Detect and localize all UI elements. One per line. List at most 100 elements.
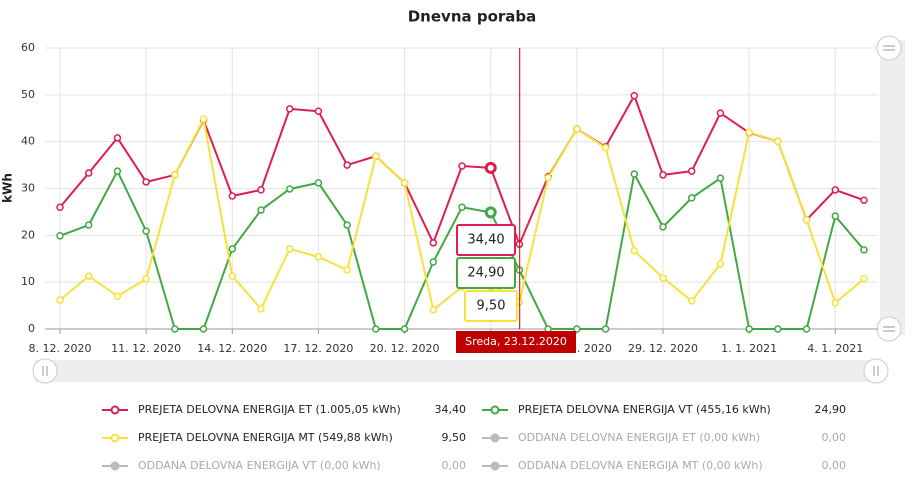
data-point xyxy=(285,105,294,113)
data-point xyxy=(257,206,265,214)
data-point xyxy=(199,325,208,333)
data-point xyxy=(142,227,150,235)
data-point xyxy=(860,196,868,204)
v-scrollbar[interactable] xyxy=(880,40,905,335)
data-point xyxy=(257,305,265,313)
legend-marker xyxy=(490,405,500,415)
data-point xyxy=(228,272,237,280)
x-tick-label: 1. 1. 2021 xyxy=(721,342,777,355)
y-tick-label: 20 xyxy=(21,228,35,241)
scroll-handle[interactable] xyxy=(876,316,902,342)
chart-title: Dnevna poraba xyxy=(408,8,537,26)
scroll-handle[interactable] xyxy=(876,35,902,61)
data-point xyxy=(630,247,639,255)
legend-marker xyxy=(110,433,120,443)
data-point xyxy=(687,297,696,305)
y-tick-label: 0 xyxy=(28,322,35,335)
legend-value: 0,00 xyxy=(442,459,467,472)
data-point xyxy=(687,194,696,202)
data-point xyxy=(458,203,466,211)
legend-marker xyxy=(110,405,120,415)
y-tick-label: 40 xyxy=(21,135,35,148)
legend-marker xyxy=(490,461,500,471)
x-tick-label: 14. 12. 2020 xyxy=(197,342,267,355)
tooltip-box xyxy=(456,224,516,256)
data-point xyxy=(601,325,610,333)
data-point xyxy=(285,245,294,253)
data-point xyxy=(716,260,725,268)
legend-label: ODDANA DELOVNA ENERGIJA VT (0,00 kWh) xyxy=(138,459,381,472)
legend-label: PREJETA DELOVNA ENERGIJA VT (455,16 kWh) xyxy=(518,403,771,416)
x-tick-label: 20. 12. 2020 xyxy=(370,342,440,355)
legend-item[interactable]: PREJETA DELOVNA ENERGIJA MT (549,88 kWh)… xyxy=(102,431,466,444)
scroll-handle[interactable] xyxy=(32,358,58,384)
data-point xyxy=(630,170,639,178)
data-point xyxy=(171,325,179,333)
x-tick-label: 4. 1. 2021 xyxy=(807,342,863,355)
tooltip-value: 9,50 xyxy=(477,299,506,314)
data-point xyxy=(716,174,725,182)
legend-label: ODDANA DELOVNA ENERGIJA ET (0,00 kWh) xyxy=(518,431,760,444)
data-point xyxy=(831,212,840,220)
data-point xyxy=(860,275,868,283)
legend-label: PREJETA DELOVNA ENERGIJA MT (549,88 kWh) xyxy=(138,431,393,444)
x-tick-label: 17. 12. 2020 xyxy=(283,342,353,355)
data-point xyxy=(84,169,93,177)
data-point xyxy=(113,167,122,175)
y-tick-label: 10 xyxy=(21,275,35,288)
data-point xyxy=(314,107,323,115)
y-axis-label: kWh xyxy=(1,173,15,203)
data-point xyxy=(400,179,409,187)
data-point xyxy=(659,171,667,179)
y-tick-label: 30 xyxy=(21,182,35,195)
legend-item[interactable]: ODDANA DELOVNA ENERGIJA MT (0,00 kWh) 0,0… xyxy=(482,459,846,472)
data-point xyxy=(84,272,93,280)
data-point xyxy=(745,325,753,333)
data-point xyxy=(372,152,380,160)
data-point xyxy=(802,325,811,333)
data-point xyxy=(429,306,438,314)
x-tick-label: 8. 12. 2020 xyxy=(29,342,92,355)
data-point xyxy=(484,161,497,174)
data-point xyxy=(257,186,265,194)
data-point xyxy=(56,296,64,304)
tooltip-box xyxy=(456,257,516,289)
legend-item[interactable]: ODDANA DELOVNA ENERGIJA VT (0,00 kWh) 0,0… xyxy=(102,459,466,472)
data-point xyxy=(56,232,64,240)
data-point xyxy=(745,128,753,137)
legend-item[interactable]: PREJETA DELOVNA ENERGIJA ET (1.005,05 kW… xyxy=(102,403,466,416)
legend-marker xyxy=(110,461,120,471)
legend-value: 24,90 xyxy=(815,403,847,416)
data-point xyxy=(831,186,840,194)
h-scrollbar[interactable] xyxy=(35,360,883,382)
data-point xyxy=(113,292,122,300)
data-point xyxy=(285,185,294,193)
tooltip-value: 34,40 xyxy=(467,233,504,248)
x-tick-label: 11. 12. 2020 xyxy=(111,342,181,355)
data-point xyxy=(630,92,639,100)
data-point xyxy=(343,266,351,274)
legend-value: 34,40 xyxy=(435,403,467,416)
y-tick-label: 50 xyxy=(21,88,35,101)
legend-label: PREJETA DELOVNA ENERGIJA ET (1.005,05 kW… xyxy=(138,403,401,416)
tooltip-date: Sreda, 23.12.2020 xyxy=(465,335,567,348)
data-point xyxy=(659,223,667,231)
tooltip-date-box xyxy=(456,331,576,353)
data-point xyxy=(113,134,122,142)
data-point xyxy=(544,173,552,182)
tooltip-value: 24,90 xyxy=(467,266,504,281)
data-point xyxy=(142,275,150,283)
data-point xyxy=(314,179,323,187)
data-point xyxy=(171,171,179,179)
scroll-handle[interactable] xyxy=(863,358,889,384)
legend-item[interactable]: ODDANA DELOVNA ENERGIJA ET (0,00 kWh) 0,0… xyxy=(482,431,846,444)
data-point xyxy=(831,299,840,307)
legend-value: 9,50 xyxy=(442,431,467,444)
series-line xyxy=(59,93,865,247)
legend-item[interactable]: PREJETA DELOVNA ENERGIJA VT (455,16 kWh)… xyxy=(482,403,846,416)
data-point xyxy=(343,221,351,229)
y-tick-label: 60 xyxy=(21,41,35,54)
legend-marker xyxy=(490,433,500,443)
data-point xyxy=(228,192,237,200)
data-point xyxy=(484,206,497,219)
